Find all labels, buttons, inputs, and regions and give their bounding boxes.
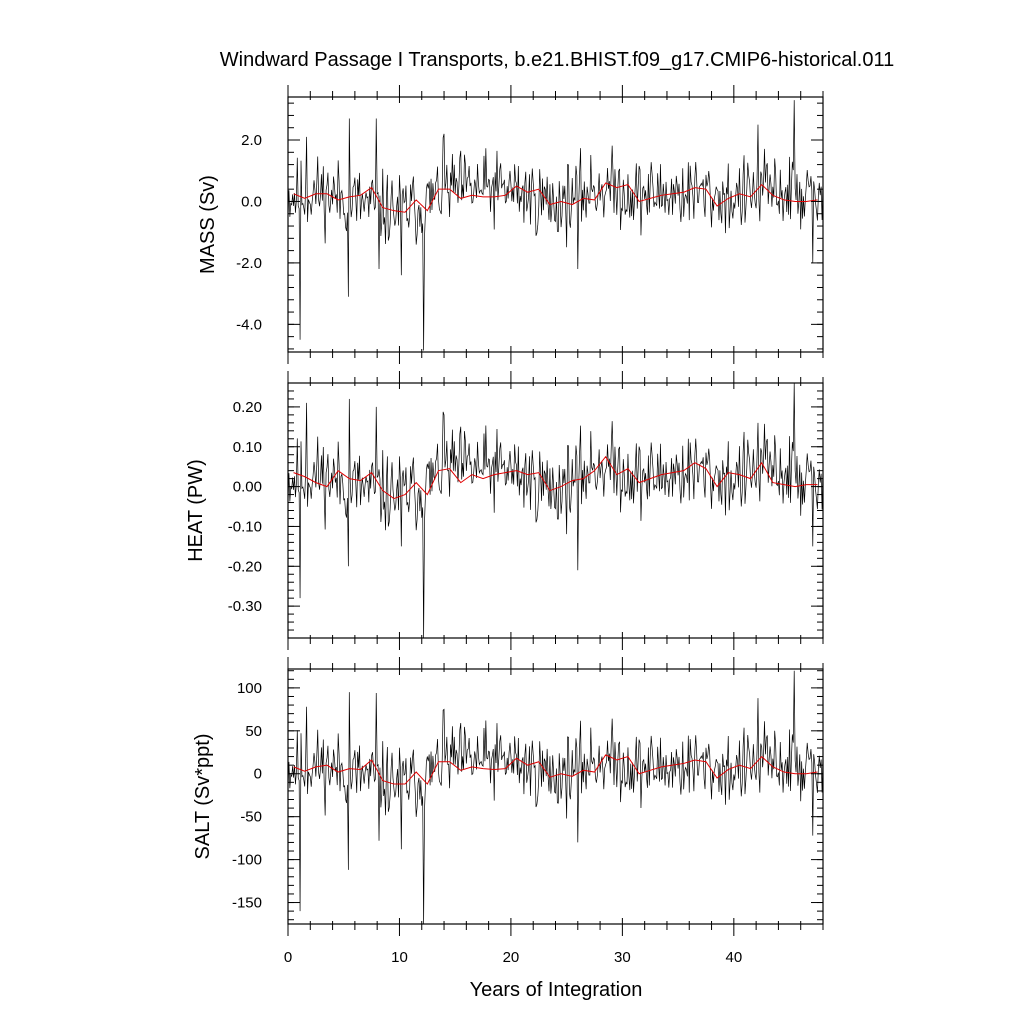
plot-frame: [287, 96, 824, 353]
y-tick-label: -0.30: [228, 598, 262, 615]
series-line-monthly: [287, 100, 824, 351]
series-line-monthly: [287, 382, 824, 639]
series-line-annual-mean: [293, 455, 818, 500]
y-tick-label: -0.20: [228, 558, 262, 575]
y-tick-label: -4.0: [236, 316, 262, 333]
y-tick-label: 0.10: [233, 439, 262, 456]
chart-title: Windward Passage I Transports, b.e21.BHI…: [220, 49, 894, 71]
y-tick-label: -150: [232, 895, 262, 912]
series-line-annual-mean: [293, 182, 818, 213]
x-tick-label: 30: [614, 949, 631, 966]
panel-mass: 2.0 0.0 -2.0 -4.0 MASS (Sv): [197, 85, 824, 364]
y-tick-label: 0.20: [233, 399, 262, 416]
y-tick-label: 0: [254, 766, 262, 783]
x-axis-label: Years of Integration: [470, 979, 643, 1001]
y-tick-label: 100: [237, 680, 262, 697]
y-tick-label: 2.0: [241, 132, 262, 149]
y-tick-label: 50: [245, 723, 262, 740]
y-tick-label: -2.0: [236, 255, 262, 272]
series-line-annual-mean: [293, 754, 818, 785]
x-tick-label: 40: [725, 949, 742, 966]
y-tick-label: -50: [240, 809, 262, 826]
plot-frame: [287, 382, 824, 639]
y-axis-label: MASS (Sv): [197, 175, 219, 274]
y-tick-label: 0.0: [241, 193, 262, 210]
x-tick-label: 20: [503, 949, 520, 966]
series-line-monthly: [287, 670, 824, 925]
panel-salt: 100 50 0 -50 -100 -150 0 10 20 30 40 SALT (Sv*ppt)…: [192, 657, 824, 1001]
x-tick-label: 10: [391, 949, 408, 966]
y-axis-label: SALT (Sv*ppt): [192, 734, 214, 860]
y-tick-label: 0.00: [233, 479, 262, 496]
y-tick-label: -0.10: [228, 518, 262, 535]
x-tick-label: 0: [284, 949, 292, 966]
y-axis-label: HEAT (PW): [185, 459, 207, 562]
plot-frame: [287, 668, 824, 925]
y-tick-label: -100: [232, 852, 262, 869]
panel-heat: 0.20 0.10 0.00 -0.10 -0.20 -0.30 HEAT (PW): [185, 371, 824, 650]
